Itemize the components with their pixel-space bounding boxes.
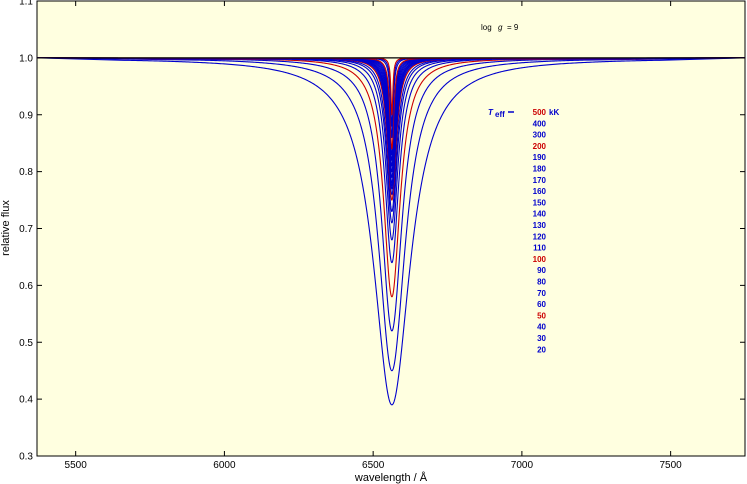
series-line-190kk [36, 57, 746, 156]
y-tick-label: 1.1 [19, 0, 33, 8]
series-line-20kk [36, 57, 746, 406]
series-line-60kk [36, 57, 746, 264]
legend-entry-140: 140 [533, 210, 547, 219]
plot-area [36, 0, 746, 457]
series-line-130kk [36, 57, 746, 187]
series-line-40kk [36, 57, 746, 332]
annotation-g: g [498, 23, 503, 32]
series-line-140kk [36, 57, 746, 184]
annotation-eq: = 9 [507, 23, 519, 32]
legend-entry-500: 500 [533, 108, 547, 117]
series-line-150kk [36, 57, 746, 178]
legend-entry-80: 80 [537, 278, 546, 287]
series-line-180kk [36, 57, 746, 161]
x-tick-label: 6500 [362, 460, 385, 471]
y-tick-label: 1.0 [19, 53, 33, 64]
y-tick-label: 0.7 [19, 224, 33, 235]
series-line-400kk [36, 57, 746, 127]
legend-entry-170: 170 [533, 176, 547, 185]
y-tick-label: 0.8 [19, 167, 33, 178]
series-line-80kk [36, 57, 746, 224]
axis-ticks: 5500 6000 6500 7000 7500 0.3 0.4 0.5 0.6 0.7 0.8 0.… [19, 0, 745, 471]
series-line-160kk [36, 57, 746, 173]
x-tick-label: 6000 [213, 460, 236, 471]
x-tick-label: 5500 [65, 460, 88, 471]
series-line-500kk [36, 57, 746, 116]
legend-entry-300: 300 [533, 131, 547, 140]
log-g-annotation: log g = 9 [481, 23, 519, 32]
annotation-log: log [481, 23, 492, 32]
legend-entry-130: 130 [533, 221, 547, 230]
legend-entry-70: 70 [537, 289, 546, 298]
legend-entry-100: 100 [533, 255, 547, 264]
series-line-110kk [36, 57, 746, 195]
legend-entry-50: 50 [537, 311, 546, 320]
series-line-170kk [36, 57, 746, 167]
legend-entry-180: 180 [533, 165, 547, 174]
x-tick-label: 7000 [511, 460, 534, 471]
legend-entry-60: 60 [537, 300, 546, 309]
series-line-30kk [36, 57, 746, 372]
legend-entry-400: 400 [533, 119, 547, 128]
x-tick-label: 7500 [660, 460, 683, 471]
legend-unit: kK [549, 108, 559, 117]
legend-entry-30: 30 [537, 334, 546, 343]
legend-entry-120: 120 [533, 232, 547, 241]
y-tick-label: 0.6 [19, 281, 33, 292]
series-line-50kk [36, 57, 746, 298]
y-tick-label: 0.4 [19, 395, 33, 406]
y-tick-label: 0.5 [19, 338, 33, 349]
legend-entry-150: 150 [533, 198, 547, 207]
series-line-70kk [36, 57, 746, 241]
legend-teff-symbol: T [488, 108, 494, 117]
series-line-300kk [36, 57, 746, 139]
series-line-200kk [36, 57, 746, 150]
y-axis-title: relative flux [0, 200, 12, 256]
legend-entry-90: 90 [537, 266, 546, 275]
series-line-90kk [36, 57, 746, 212]
legend-entry-200: 200 [533, 142, 547, 151]
series-lines [36, 57, 746, 406]
legend-entry-40: 40 [537, 323, 546, 332]
y-tick-label: 0.3 [19, 452, 33, 463]
legend-teff-subscript: eff [495, 110, 505, 119]
legend-entry-160: 160 [533, 187, 547, 196]
legend-entry-20: 20 [537, 345, 546, 354]
legend-entry-190: 190 [533, 153, 547, 162]
series-line-100kk [36, 57, 746, 201]
y-tick-label: 0.9 [19, 110, 33, 121]
series-line-120kk [36, 57, 746, 190]
x-axis-title: wavelength / Å [354, 471, 428, 484]
legend-entry-110: 110 [533, 244, 546, 253]
